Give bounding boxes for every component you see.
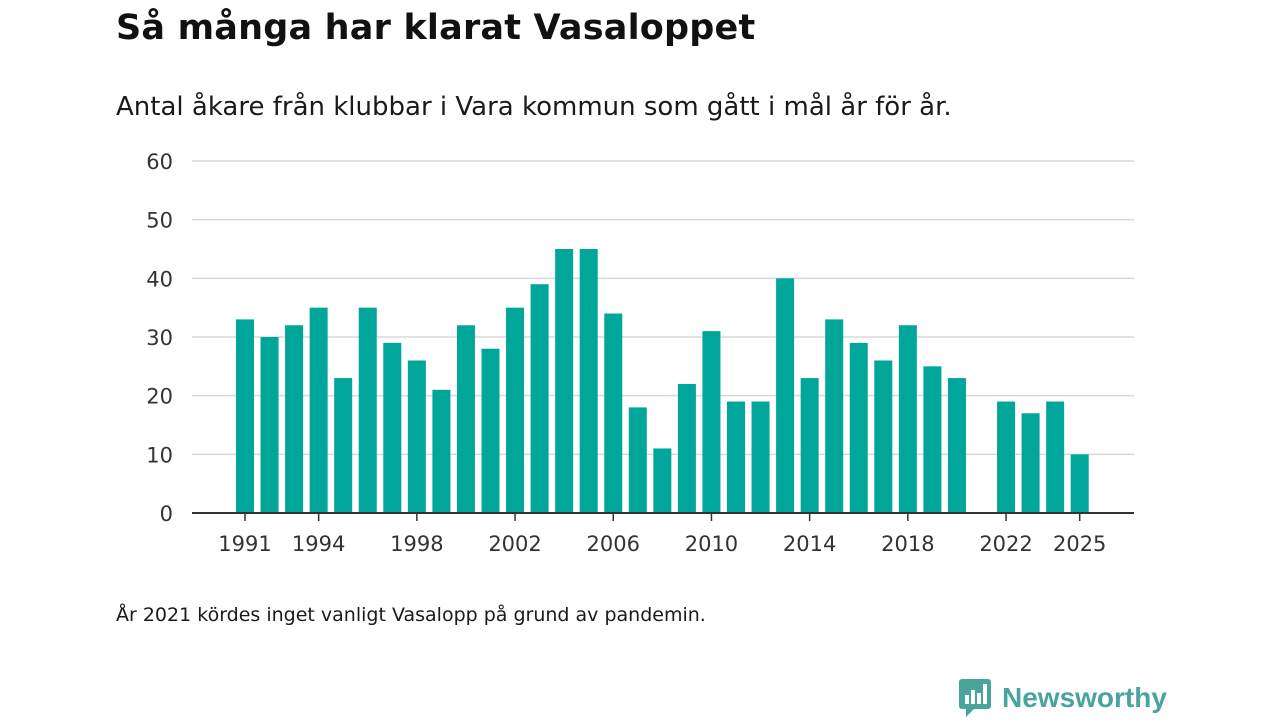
brand-name: Newsworthy bbox=[1002, 682, 1167, 713]
x-tick-label: 1994 bbox=[292, 532, 345, 556]
bar-2012 bbox=[751, 401, 770, 513]
bar-2010 bbox=[702, 331, 721, 513]
bar-2003 bbox=[530, 284, 549, 513]
bar-1996 bbox=[358, 307, 377, 513]
y-tick-label: 60 bbox=[146, 150, 173, 174]
x-tick-label: 1991 bbox=[218, 532, 271, 556]
x-tick-label: 2014 bbox=[783, 532, 836, 556]
bar-2014 bbox=[800, 378, 819, 513]
x-tick-label: 2002 bbox=[488, 532, 541, 556]
bar-1993 bbox=[285, 325, 304, 513]
y-tick-label: 20 bbox=[146, 385, 173, 409]
y-tick-label: 30 bbox=[146, 326, 173, 350]
bar-1997 bbox=[383, 342, 402, 513]
x-tick-label: 1998 bbox=[390, 532, 443, 556]
bar-2019 bbox=[923, 366, 942, 513]
bar-2009 bbox=[677, 383, 696, 513]
bar-2018 bbox=[898, 325, 917, 513]
bar-2002 bbox=[506, 307, 525, 513]
bar-1998 bbox=[407, 360, 426, 513]
y-tick-label: 10 bbox=[146, 443, 173, 467]
x-tick-label: 2006 bbox=[587, 532, 640, 556]
bar-2004 bbox=[555, 249, 574, 513]
bar-2015 bbox=[825, 319, 844, 513]
bar-1995 bbox=[334, 378, 353, 513]
bar-2017 bbox=[874, 360, 893, 513]
newsworthy-logo-icon bbox=[959, 679, 991, 717]
bar-1991 bbox=[236, 319, 254, 513]
bar-2016 bbox=[849, 342, 868, 513]
bar-2011 bbox=[727, 401, 745, 513]
bar-1992 bbox=[260, 337, 279, 513]
bar-2022 bbox=[997, 401, 1016, 513]
bar-2023 bbox=[1021, 413, 1040, 513]
bar-2025 bbox=[1070, 454, 1089, 513]
x-tick-label: 2022 bbox=[979, 532, 1032, 556]
bar-2005 bbox=[579, 249, 598, 513]
y-tick-label: 0 bbox=[160, 502, 173, 526]
bar-2007 bbox=[628, 407, 647, 513]
footnote: År 2021 kördes inget vanligt Vasalopp på… bbox=[116, 604, 706, 626]
x-tick-label: 2010 bbox=[685, 532, 738, 556]
bar-2001 bbox=[481, 348, 500, 513]
bar-2024 bbox=[1046, 401, 1065, 513]
bar-chart: 0 10 20 30 40 50 60 1991 1994 1998 2002 2006 2010 201… bbox=[146, 150, 1134, 556]
chart-subtitle: Antal åkare från klubbar i Vara kommun s… bbox=[116, 92, 952, 122]
chart-title: Så många har klarat Vasaloppet bbox=[116, 8, 756, 48]
brand-logo[interactable]: Newsworthy bbox=[958, 678, 1167, 718]
bar-1999 bbox=[432, 389, 451, 513]
x-tick-label: 2025 bbox=[1053, 532, 1106, 556]
bar-2008 bbox=[653, 448, 672, 513]
y-tick-label: 50 bbox=[146, 209, 173, 233]
y-tick-label: 40 bbox=[146, 267, 173, 291]
bar-2020 bbox=[947, 378, 966, 513]
bar-2000 bbox=[456, 325, 475, 513]
bar-1994 bbox=[309, 307, 328, 513]
bar-2013 bbox=[776, 278, 795, 513]
x-tick-label: 2018 bbox=[881, 532, 934, 556]
bar-2006 bbox=[604, 313, 623, 513]
